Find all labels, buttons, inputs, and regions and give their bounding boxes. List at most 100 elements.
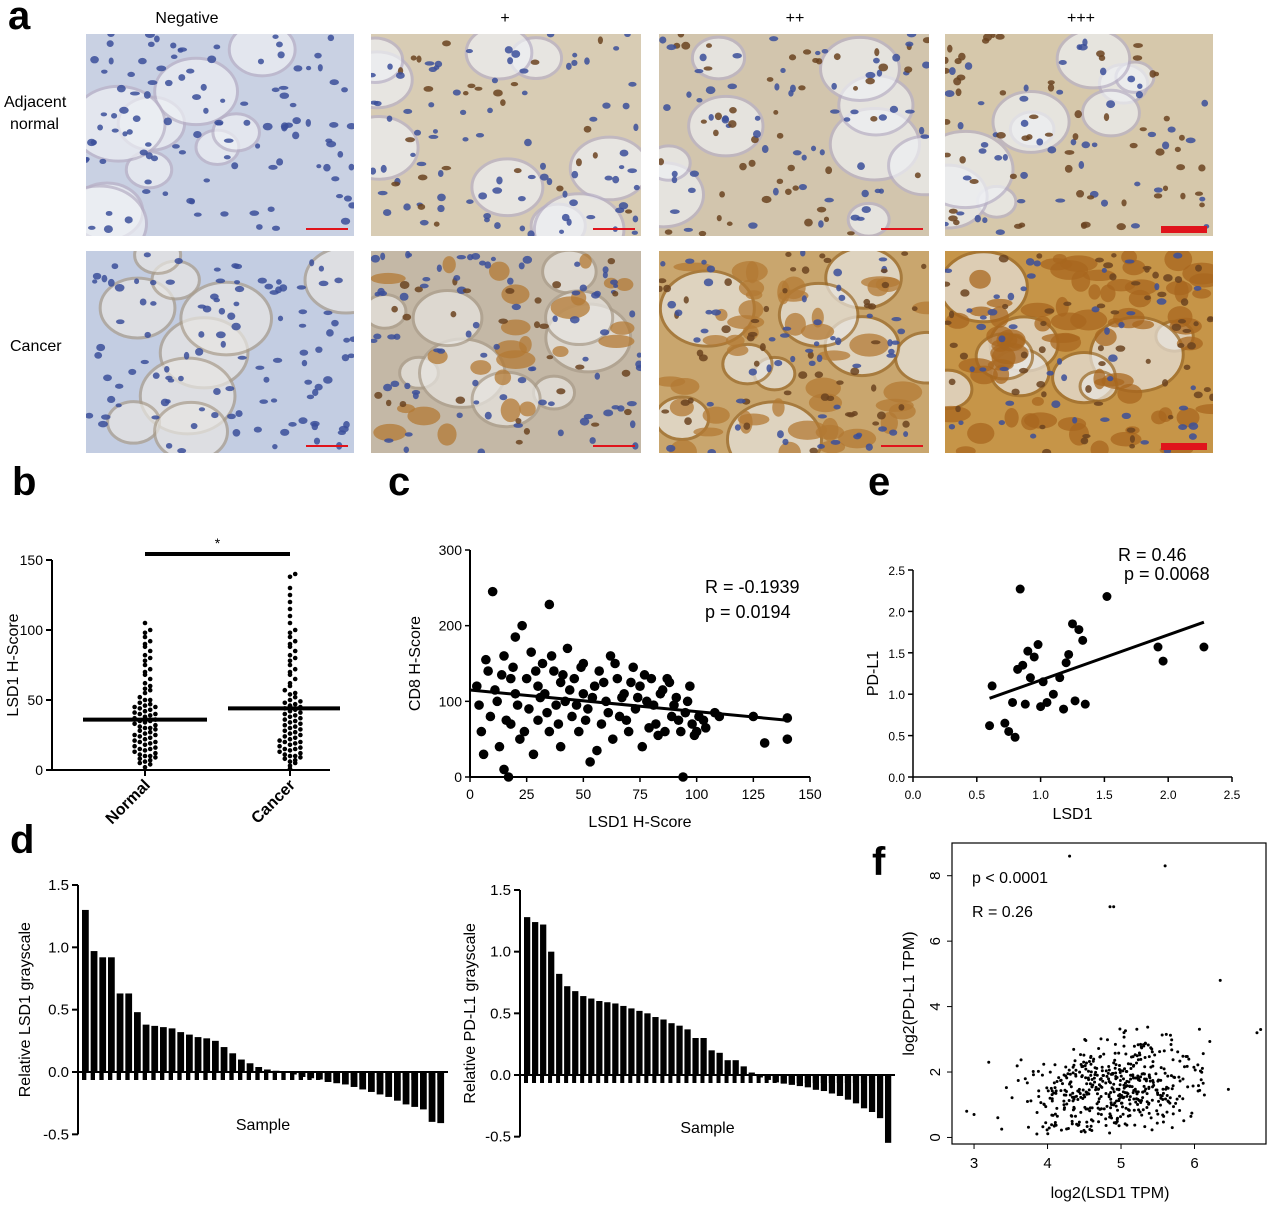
data-point: [1135, 1054, 1139, 1058]
sample-tick: [220, 1072, 225, 1080]
data-point: [1039, 1101, 1043, 1105]
data-point: [298, 755, 303, 760]
sample-tick: [812, 1075, 817, 1083]
data-point: [1151, 1078, 1155, 1082]
sample-tick: [420, 1072, 425, 1080]
y-tick-label: 1.0: [888, 688, 905, 702]
data-point: [1044, 1121, 1048, 1125]
x-tick-label-cancer: Cancer: [248, 777, 298, 827]
data-point: [1091, 1059, 1095, 1063]
x-tick-label: 1.5: [1096, 788, 1113, 802]
bar: [868, 1075, 876, 1112]
data-point: [603, 707, 614, 718]
data-point: [1066, 1072, 1070, 1076]
data-point: [1073, 1059, 1077, 1063]
data-point: [1052, 1124, 1056, 1128]
bar: [604, 1002, 611, 1075]
bar: [151, 1025, 159, 1072]
data-point: [153, 745, 158, 750]
data-point: [1119, 1096, 1123, 1100]
data-point: [1089, 1055, 1093, 1059]
data-point: [1163, 1071, 1167, 1075]
sample-tick: [692, 1075, 697, 1083]
data-point: [1101, 1079, 1105, 1083]
scale-bar: [881, 228, 923, 230]
data-point: [1037, 1089, 1041, 1093]
data-point: [1104, 1124, 1108, 1128]
data-point: [553, 719, 564, 729]
data-point: [1088, 1109, 1092, 1113]
data-point: [1132, 1097, 1136, 1101]
data-point: [1016, 1079, 1020, 1083]
y-axis-label: PD-L1: [865, 651, 882, 696]
y-tick-label: 1.0: [490, 944, 511, 961]
data-point: [1118, 1070, 1122, 1074]
data-point: [1110, 1072, 1114, 1076]
data-point: [1152, 1083, 1156, 1087]
data-point: [142, 690, 148, 696]
bar: [108, 957, 115, 1072]
data-point: [1178, 1108, 1182, 1112]
data-point: [1198, 1088, 1202, 1092]
ihc-tile-cancer-4: [945, 251, 1213, 453]
data-point: [987, 681, 997, 691]
data-point: [1046, 1132, 1050, 1136]
data-point: [1068, 1081, 1072, 1085]
data-point: [1065, 1076, 1069, 1080]
data-point: [1149, 1116, 1153, 1120]
data-point: [1158, 1103, 1162, 1107]
tissue-texture: [86, 251, 354, 453]
data-point: [1178, 1079, 1182, 1083]
data-point: [1076, 1097, 1080, 1101]
data-point: [685, 681, 695, 691]
data-point: [1127, 1098, 1131, 1102]
data-point: [1118, 1078, 1122, 1082]
panel-e-letter: e: [868, 460, 891, 504]
data-point: [1077, 1120, 1081, 1124]
data-point: [1158, 656, 1168, 666]
data-point: [1099, 1037, 1103, 1041]
data-point: [1108, 1131, 1112, 1135]
data-point: [1090, 1085, 1094, 1089]
data-point: [1087, 1088, 1091, 1092]
data-point: [644, 723, 654, 733]
data-point: [639, 670, 650, 680]
data-point: [610, 658, 620, 669]
data-point: [1095, 1092, 1099, 1096]
data-point: [567, 711, 577, 722]
data-point: [1112, 1090, 1116, 1094]
sample-tick: [368, 1072, 373, 1080]
data-point: [1102, 1107, 1106, 1111]
tissue-texture: [371, 34, 641, 236]
data-point: [142, 641, 148, 647]
data-point: [142, 630, 148, 636]
data-point: [1157, 1099, 1161, 1103]
data-point: [1093, 1073, 1097, 1077]
data-point: [533, 681, 543, 691]
bar: [376, 1072, 384, 1095]
data-point: [147, 701, 153, 707]
data-point: [1107, 1065, 1111, 1069]
data-point: [1082, 1053, 1086, 1057]
data-point: [153, 711, 158, 717]
data-point: [1114, 1063, 1118, 1067]
bar: [142, 1024, 150, 1072]
data-point: [1137, 1077, 1141, 1081]
data-point: [137, 746, 143, 752]
tissue-texture: [659, 34, 929, 236]
sample-tick: [151, 1072, 156, 1080]
data-point: [137, 728, 143, 734]
data-point: [1023, 1077, 1027, 1081]
data-point: [1196, 1063, 1200, 1067]
data-point: [576, 662, 586, 673]
data-point: [1079, 1095, 1083, 1099]
sample-tick: [428, 1072, 433, 1080]
data-point: [1201, 1081, 1205, 1085]
data-point: [1109, 1090, 1113, 1094]
stat-p: p < 0.0001: [972, 870, 1048, 887]
sample-tick: [540, 1075, 545, 1083]
sample-tick: [394, 1072, 399, 1080]
data-point: [1070, 1122, 1074, 1126]
data-point: [1102, 1052, 1106, 1056]
sample-tick: [142, 1072, 147, 1080]
